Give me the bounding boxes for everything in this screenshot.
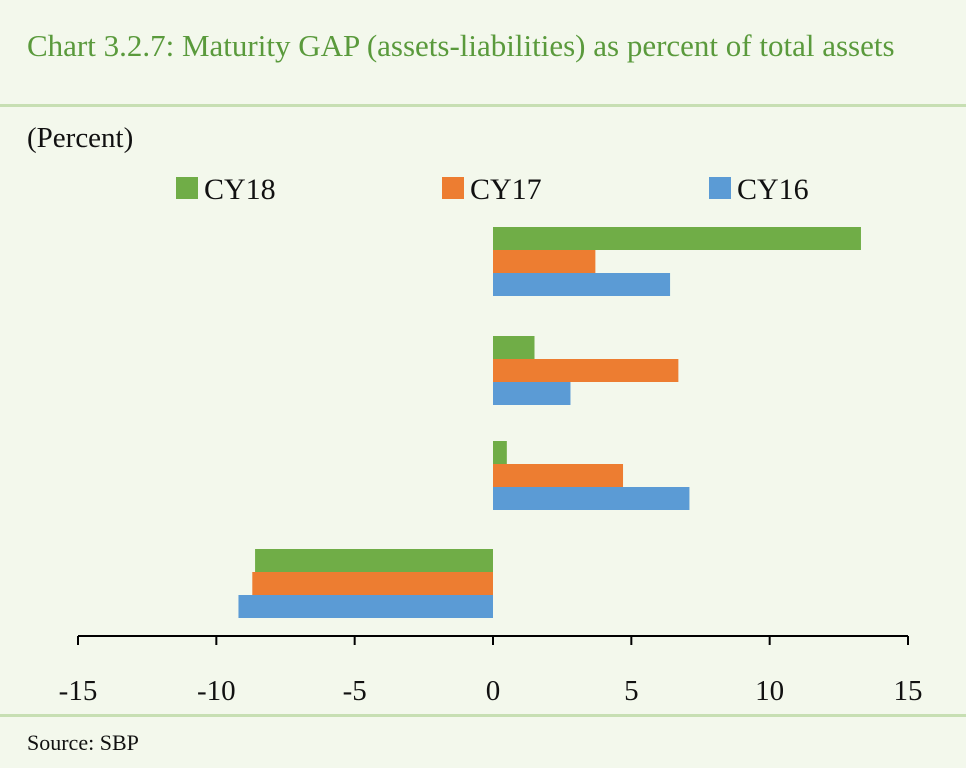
x-tick-label: 0 (486, 675, 501, 707)
bar-cy16-group-1 (493, 273, 671, 296)
bar-cy17-group-4 (252, 572, 493, 595)
bar-cy17-group-3 (493, 464, 624, 487)
x-tick-label: 10 (755, 675, 784, 707)
x-tick-label: 5 (624, 675, 639, 707)
bars (238, 227, 861, 618)
bar-cy18-group-2 (493, 336, 535, 359)
legend-swatch-cy18 (176, 177, 198, 199)
source-note: Source: SBP (27, 730, 139, 755)
bar-cy16-group-4 (238, 595, 493, 618)
unit-label: (Percent) (27, 122, 134, 154)
legend-swatch-cy16 (709, 177, 731, 199)
x-tick-label: -10 (197, 675, 236, 707)
bar-cy17-group-1 (493, 250, 596, 273)
x-tick-label: -15 (59, 675, 98, 707)
bar-cy18-group-4 (255, 549, 493, 572)
chart-title: Chart 3.2.7: Maturity GAP (assets-liabil… (27, 28, 895, 63)
bar-cy17-group-2 (493, 359, 679, 382)
legend-label-cy16: CY16 (737, 173, 809, 206)
legend-label-cy18: CY18 (204, 173, 276, 206)
legend: CY18 CY17 CY16 (176, 173, 809, 206)
x-tick-label: -5 (343, 675, 367, 707)
footer-divider (0, 714, 966, 717)
title-divider (0, 104, 966, 107)
bar-cy16-group-3 (493, 487, 690, 510)
legend-label-cy17: CY17 (470, 173, 542, 206)
bar-cy18-group-1 (493, 227, 861, 250)
bar-cy18-group-3 (493, 441, 507, 464)
x-tick-label: 15 (894, 675, 923, 707)
bar-cy16-group-2 (493, 382, 571, 405)
x-axis: -15 -10 -5 0 5 10 15 (59, 635, 923, 707)
legend-swatch-cy17 (442, 177, 464, 199)
